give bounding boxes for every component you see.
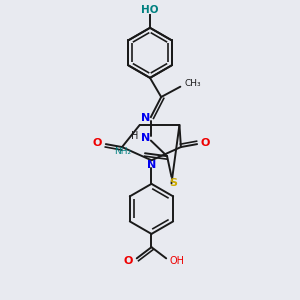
Text: O: O	[201, 138, 210, 148]
Text: O: O	[124, 256, 133, 266]
Text: HO: HO	[141, 4, 159, 14]
Text: H: H	[131, 131, 138, 141]
Text: OH: OH	[169, 256, 184, 266]
Text: CH₃: CH₃	[185, 79, 201, 88]
Text: S: S	[169, 178, 177, 188]
Text: N: N	[147, 160, 156, 170]
Text: N: N	[141, 133, 150, 142]
Text: NH₂: NH₂	[115, 147, 132, 156]
Text: O: O	[93, 138, 102, 148]
Text: N: N	[141, 113, 150, 124]
